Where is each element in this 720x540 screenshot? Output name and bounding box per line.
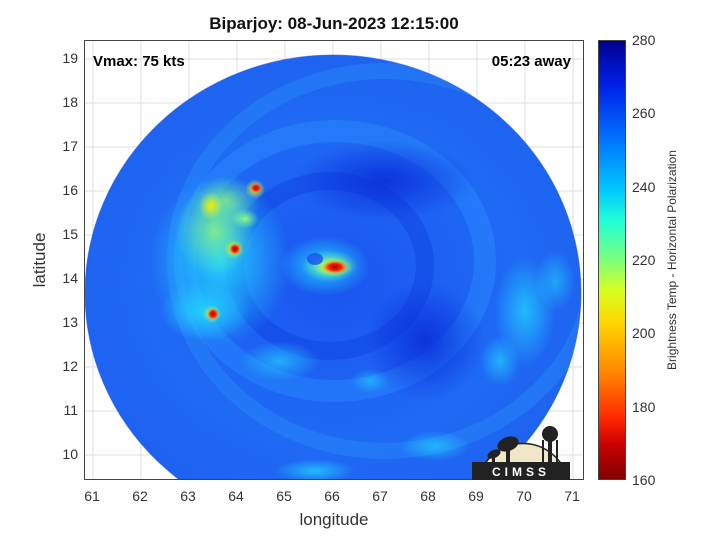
x-tick: 66	[324, 488, 340, 504]
colorbar-tick: 240	[632, 179, 656, 195]
y-tick: 14	[62, 270, 78, 286]
x-tick: 63	[180, 488, 196, 504]
x-tick: 61	[84, 488, 100, 504]
chart-title: Biparjoy: 08-Jun-2023 12:15:00	[209, 14, 459, 33]
vmax-label: Vmax: 75 kts	[93, 53, 185, 70]
brightness-temp-field	[85, 55, 581, 479]
x-tick: 70	[516, 488, 532, 504]
y-tick: 17	[62, 138, 78, 154]
colorbar-label: Brightness Temp - Horizontal Polarizatio…	[665, 150, 679, 370]
x-tick: 67	[372, 488, 388, 504]
map-plot-area: Vmax: 75 kts 05:23 away	[84, 40, 584, 480]
satellite-image	[85, 41, 583, 479]
y-tick: 10	[62, 446, 78, 462]
x-tick: 69	[468, 488, 484, 504]
time-away-label: 05:23 away	[491, 53, 571, 70]
x-axis-label: longitude	[299, 510, 369, 529]
colorbar-tick: 180	[632, 399, 656, 415]
cimss-logo: CIMSS	[470, 414, 570, 481]
y-tick: 18	[62, 94, 78, 110]
colorbar-tick: 220	[632, 252, 656, 268]
x-tick: 64	[228, 488, 244, 504]
y-tick: 15	[62, 226, 78, 242]
colorbar	[598, 40, 626, 480]
colorbar-tick: 200	[632, 325, 656, 341]
colorbar-tick: 260	[632, 105, 656, 121]
logo-text: CIMSS	[492, 465, 550, 479]
x-tick: 71	[564, 488, 580, 504]
y-axis-label: latitude	[30, 232, 49, 288]
x-tick: 65	[276, 488, 292, 504]
y-tick: 19	[62, 50, 78, 66]
y-tick: 11	[63, 402, 78, 418]
y-tick: 12	[62, 358, 78, 374]
y-tick: 16	[62, 182, 78, 198]
x-tick: 68	[420, 488, 436, 504]
colorbar-tick: 160	[632, 472, 656, 488]
y-tick: 13	[62, 314, 78, 330]
colorbar-tick: 280	[632, 32, 656, 48]
x-tick: 62	[132, 488, 148, 504]
